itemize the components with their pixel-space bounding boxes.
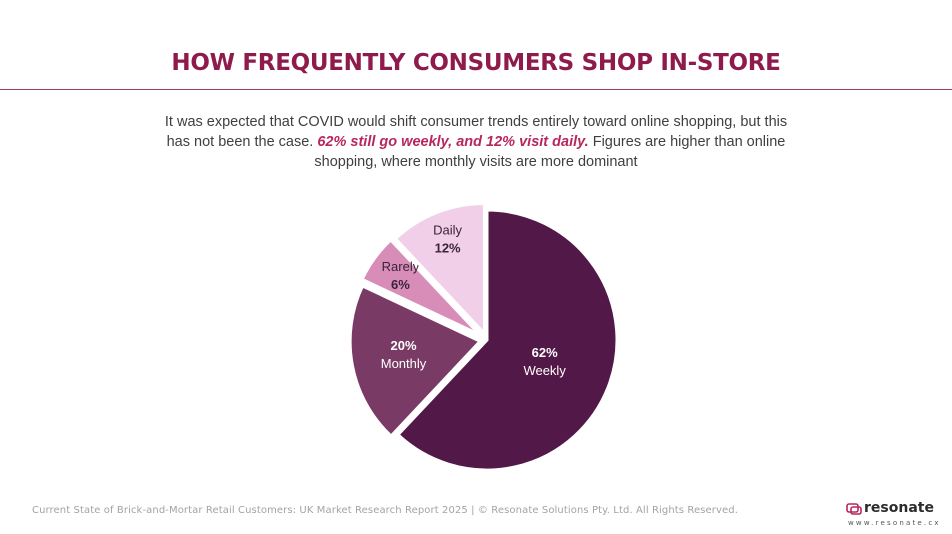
subtitle: It was expected that COVID would shift c…	[160, 112, 792, 172]
slice-value-label-monthly: 20%	[390, 338, 416, 353]
subtitle-text-1: It was expected that COVID would shift c…	[164, 114, 788, 150]
slice-value-label-rarely: 6%	[391, 277, 410, 292]
subtitle-highlight: 62% still go weekly, and 12% visit daily…	[317, 134, 589, 150]
slice-value-label-daily: 12%	[435, 241, 461, 256]
slice-category-label-daily: Daily	[433, 223, 462, 238]
footer-copyright: Current State of Brick-and-Mortar Retail…	[32, 505, 739, 516]
subtitle-text-2: Figures are higher than online shopping,…	[314, 134, 786, 170]
pie-slice-weekly	[395, 208, 619, 472]
title-divider	[0, 89, 952, 90]
page-title: HOW FREQUENTLY CONSUMERS SHOP IN-STORE	[171, 50, 781, 76]
slice-category-label-weekly: Weekly	[523, 363, 566, 378]
brand-logo: resonate www.resonate.cx	[846, 500, 939, 530]
brand-url: www.resonate.cx	[848, 519, 941, 527]
slice-category-label-rarely: Rarely	[382, 259, 420, 274]
pie-slice-rarely	[360, 237, 481, 337]
pie-slice-monthly	[348, 283, 483, 439]
slice-category-label-monthly: Monthly	[381, 356, 427, 371]
resonate-logo-icon	[846, 503, 862, 515]
slice-value-label-weekly: 62%	[532, 345, 558, 360]
brand-name: resonate	[864, 500, 934, 516]
pie-slice-daily	[393, 201, 486, 338]
